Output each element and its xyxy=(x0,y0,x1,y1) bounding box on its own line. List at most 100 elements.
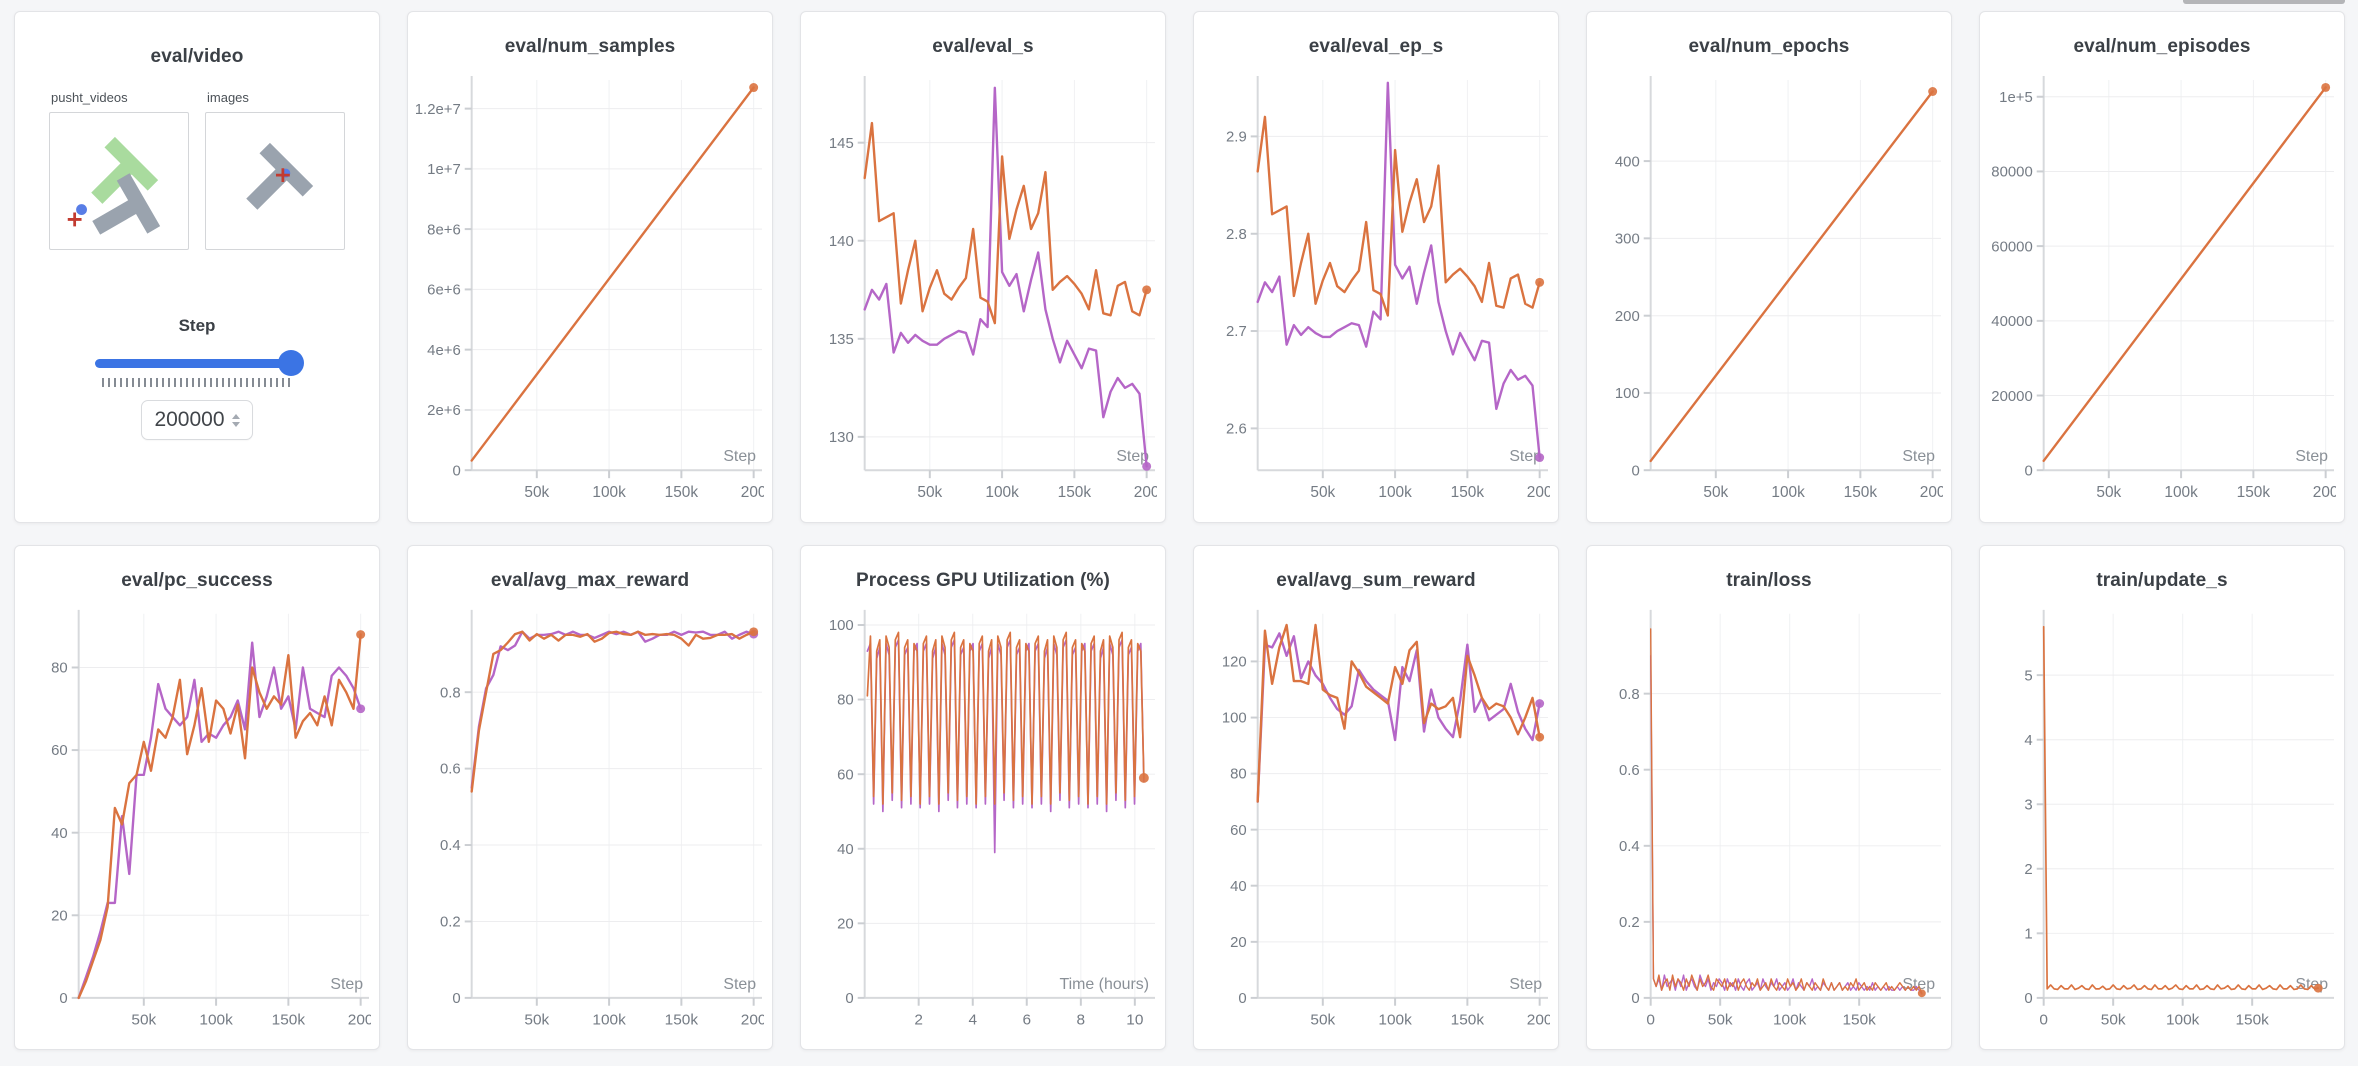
images-frame[interactable] xyxy=(205,112,345,250)
svg-text:2: 2 xyxy=(2024,862,2032,878)
svg-text:50k: 50k xyxy=(131,1011,156,1028)
chart-eval-num-episodes[interactable]: 0 20000 40000 60000 80000 1e+5 50k 100k 150k 200 S… xyxy=(1988,70,2336,514)
panel-eval-pc-success: eval/pc_success 0 20 40 60 80 50k 100k 150k 200 S… xyxy=(14,545,380,1050)
svg-text:100k: 100k xyxy=(1378,1011,1412,1028)
panel-eval-eval-s: eval/eval_s 130 135 140 145 50k 100k 150k 200 St… xyxy=(800,11,1166,523)
svg-text:0.2: 0.2 xyxy=(440,915,461,931)
svg-text:10: 10 xyxy=(1126,1011,1143,1028)
svg-text:Step: Step xyxy=(1509,448,1542,465)
svg-text:0: 0 xyxy=(2024,462,2032,479)
panel-title: eval/avg_sum_reward xyxy=(1276,570,1476,591)
svg-text:2.7: 2.7 xyxy=(1226,323,1247,340)
panel-grid: eval/video pusht_videos xyxy=(14,11,2345,1050)
svg-text:3: 3 xyxy=(2024,798,2032,814)
svg-text:Step: Step xyxy=(1509,976,1542,993)
svg-text:2e+6: 2e+6 xyxy=(427,402,461,419)
svg-text:Step: Step xyxy=(723,976,756,993)
svg-text:0: 0 xyxy=(2039,1011,2048,1028)
panel-gpu-utilization: Process GPU Utilization (%) 0 20 40 60 80 100… xyxy=(800,545,1166,1050)
svg-text:100k: 100k xyxy=(199,1011,233,1028)
panel-title: eval/num_epochs xyxy=(1688,36,1850,57)
svg-text:20000: 20000 xyxy=(1991,388,2032,405)
chart-eval-num-samples[interactable]: 0 2e+6 4e+6 6e+6 8e+6 1e+7 1.2e+7 50k 100k 150k 20… xyxy=(416,70,764,514)
panel-title: train/loss xyxy=(1726,570,1812,591)
svg-text:100k: 100k xyxy=(1771,484,1805,501)
svg-text:50k: 50k xyxy=(1310,1011,1335,1028)
svg-text:100k: 100k xyxy=(2164,484,2198,501)
agent-dot xyxy=(76,204,87,215)
svg-text:20: 20 xyxy=(837,917,854,933)
step-value[interactable]: 200000 xyxy=(154,408,225,431)
svg-text:1: 1 xyxy=(2024,927,2032,943)
step-slider-ticks xyxy=(102,378,292,387)
svg-text:0: 0 xyxy=(1631,991,1639,1007)
svg-text:4: 4 xyxy=(2024,733,2032,749)
svg-text:0.8: 0.8 xyxy=(440,685,461,701)
goal-cross xyxy=(67,212,82,227)
svg-text:0.2: 0.2 xyxy=(1619,915,1640,931)
step-increment-icon[interactable] xyxy=(231,413,240,419)
svg-text:150k: 150k xyxy=(665,484,699,501)
panel-title: eval/num_samples xyxy=(504,36,676,57)
chart-gpu-utilization[interactable]: 0 20 40 60 80 100 2 4 6 8 10 Time (hours) xyxy=(809,604,1157,1041)
svg-text:5: 5 xyxy=(2024,668,2032,684)
svg-text:0.8: 0.8 xyxy=(1619,687,1640,703)
svg-text:0: 0 xyxy=(59,991,67,1007)
svg-text:2: 2 xyxy=(914,1011,923,1028)
chart-eval-avg-sum-reward[interactable]: 0 20 40 60 80 100 120 50k 100k 150k 200 Step xyxy=(1202,604,1550,1041)
svg-text:135: 135 xyxy=(829,331,854,348)
svg-text:50k: 50k xyxy=(524,1011,549,1028)
svg-text:50k: 50k xyxy=(1708,1011,1733,1028)
pusht-scene-image xyxy=(67,136,161,235)
chart-eval-pc-success[interactable]: 0 20 40 60 80 50k 100k 150k 200 Step xyxy=(23,604,371,1041)
svg-text:150k: 150k xyxy=(1842,1011,1876,1028)
svg-text:130: 130 xyxy=(829,429,854,446)
svg-text:300: 300 xyxy=(1615,231,1640,248)
svg-text:150k: 150k xyxy=(1451,1011,1485,1028)
svg-text:100k: 100k xyxy=(592,484,626,501)
chart-eval-eval-s[interactable]: 130 135 140 145 50k 100k 150k 200 Step xyxy=(809,70,1157,514)
svg-text:100: 100 xyxy=(1615,385,1640,402)
t-object-gray xyxy=(92,173,161,235)
chart-eval-eval-ep-s[interactable]: 2.6 2.7 2.8 2.9 50k 100k 150k 200 Step xyxy=(1202,70,1550,514)
svg-text:150k: 150k xyxy=(1844,484,1878,501)
svg-text:50k: 50k xyxy=(524,484,549,501)
step-slider-track[interactable] xyxy=(94,359,300,368)
svg-text:60000: 60000 xyxy=(1991,238,2032,255)
panel-train-loss: train/loss 0 0.2 0.4 0.6 0.8 0 50k 100k 150k Step xyxy=(1586,545,1952,1050)
svg-text:200: 200 xyxy=(1527,484,1550,501)
step-value-input[interactable]: 200000 xyxy=(141,400,253,440)
panel-eval-avg-max-reward: eval/avg_max_reward 0 0.2 0.4 0.6 0.8 50k 100k… xyxy=(407,545,773,1050)
step-slider[interactable] xyxy=(94,350,304,376)
panel-title: eval/avg_max_reward xyxy=(490,570,690,591)
images-scene-image xyxy=(246,142,314,210)
svg-text:20: 20 xyxy=(1230,935,1247,951)
panel-eval-num-epochs: eval/num_epochs 0 100 200 300 400 50k 100k 150k… xyxy=(1586,11,1952,523)
panel-title: eval/eval_s xyxy=(932,36,1034,57)
step-slider-thumb[interactable] xyxy=(277,350,304,376)
svg-text:100: 100 xyxy=(829,618,854,634)
svg-text:4: 4 xyxy=(968,1011,977,1028)
svg-text:6e+6: 6e+6 xyxy=(427,282,461,299)
chart-eval-avg-max-reward[interactable]: 0 0.2 0.4 0.6 0.8 50k 100k 150k 200 Step xyxy=(416,604,764,1041)
svg-text:60: 60 xyxy=(837,767,854,783)
svg-text:145: 145 xyxy=(829,135,854,152)
svg-text:0: 0 xyxy=(2024,991,2032,1007)
svg-text:Step: Step xyxy=(330,976,363,993)
svg-text:40000: 40000 xyxy=(1991,313,2032,330)
svg-text:200: 200 xyxy=(1920,484,1943,501)
svg-text:0: 0 xyxy=(1238,991,1246,1007)
svg-text:Step: Step xyxy=(2295,448,2328,465)
panel-title: eval/pc_success xyxy=(121,570,273,591)
step-decrement-icon[interactable] xyxy=(231,421,240,427)
svg-text:1e+5: 1e+5 xyxy=(1999,89,2033,106)
pusht-video-frame[interactable] xyxy=(49,112,189,250)
panel-eval-num-episodes: eval/num_episodes 0 20000 40000 60000 80000 1… xyxy=(1979,11,2345,523)
svg-text:0.6: 0.6 xyxy=(1619,763,1640,779)
chart-eval-num-epochs[interactable]: 0 100 200 300 400 50k 100k 150k 200 Step xyxy=(1595,70,1943,514)
svg-text:140: 140 xyxy=(829,233,854,250)
svg-text:100k: 100k xyxy=(985,484,1019,501)
svg-text:6: 6 xyxy=(1022,1011,1031,1028)
